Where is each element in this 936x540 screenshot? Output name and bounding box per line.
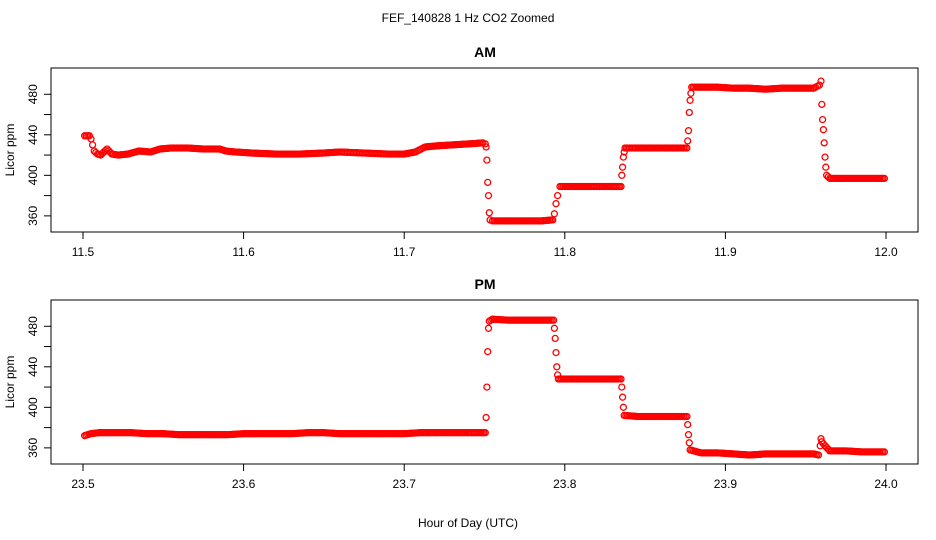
am-data-point [818, 115, 827, 124]
pm-data-point [552, 348, 560, 357]
pm-y-tick-label: 440 [26, 356, 40, 376]
pm-data-point [879, 448, 887, 456]
pm-x-tick-label: 23.6 [232, 477, 256, 491]
x-axis-label: Hour of Day (UTC) [418, 516, 518, 530]
am-data-point [482, 143, 490, 151]
am-data-point [819, 126, 828, 134]
pm-y-axis-label: Licor ppm [3, 356, 17, 409]
am-data-point [145, 148, 153, 156]
am-x-tick-label: 11.8 [554, 245, 577, 259]
pm-data-point [681, 412, 689, 421]
am-data-point [105, 147, 113, 155]
pm-data-point [618, 393, 627, 401]
am-data-point [684, 127, 693, 135]
am-data-point [550, 210, 559, 218]
pm-x-tick-label: 23.8 [553, 477, 577, 491]
am-data-point [484, 178, 492, 187]
am-data-point [485, 209, 493, 217]
pm-panel-title: PM [475, 276, 496, 292]
am-data-point [477, 139, 485, 147]
am-data-point [684, 137, 692, 145]
am-data-point [687, 89, 695, 97]
pm-x-tick-label: 23.7 [393, 477, 417, 491]
pm-data-point [684, 420, 692, 429]
am-y-tick-label: 480 [26, 84, 40, 104]
am-data-point [619, 153, 628, 161]
pm-data-points [80, 315, 889, 459]
am-data-point [618, 171, 626, 179]
am-data-point [817, 77, 825, 85]
am-x-ticks: 11.5 11.6 11.7 11.8 11.9 12.0 [72, 231, 898, 259]
pm-data-point [618, 383, 626, 391]
am-x-tick-label: 11.5 [72, 245, 95, 259]
am-data-point [681, 144, 689, 152]
pm-y-tick-label: 480 [26, 316, 40, 336]
pm-y-tick-label: 400 [26, 397, 40, 417]
pm-plot-frame [50, 299, 919, 465]
pm-data-point [822, 443, 831, 452]
pm-data-point [480, 429, 488, 437]
am-data-point [214, 145, 222, 153]
pm-y-tick-label: 360 [26, 438, 40, 458]
pm-data-point [685, 439, 693, 447]
pm-data-point [615, 375, 624, 383]
pm-data-point [553, 363, 561, 371]
am-data-point [122, 150, 131, 158]
am-y-tick-label: 400 [26, 165, 40, 185]
am-data-point [685, 108, 693, 117]
am-y-ticks: 360 400 440 480 [26, 84, 52, 226]
am-data-point [818, 100, 826, 109]
pm-data-point [482, 413, 490, 422]
am-x-tick-label: 11.7 [393, 245, 416, 259]
pm-data-point [619, 403, 628, 411]
am-data-point [820, 139, 828, 147]
am-data-point [615, 182, 624, 191]
pm-data-point [483, 383, 491, 391]
am-x-tick-label: 11.6 [232, 245, 255, 259]
pm-x-tick-label: 24.0 [874, 477, 898, 491]
am-y-tick-label: 360 [26, 206, 40, 226]
am-data-point [553, 191, 562, 200]
am-data-point [483, 156, 491, 164]
pm-x-tick-label: 23.5 [71, 477, 95, 491]
am-data-point [88, 141, 97, 149]
pm-panel: PM Licor ppm 23.5 23.6 23.7 23.8 23.9 24.0 36… [3, 276, 919, 491]
am-data-point [95, 150, 103, 159]
am-data-point [547, 216, 555, 224]
am-y-axis-label: Licor ppm [3, 124, 17, 177]
pm-x-tick-label: 23.9 [714, 477, 738, 491]
am-panel: AM Licor ppm 11.5 11.6 11.7 11.8 11.9 12.0 36… [3, 44, 919, 259]
am-data-point [821, 153, 829, 161]
am-data-point [813, 82, 822, 90]
am-data-point [686, 96, 694, 104]
am-x-tick-label: 11.9 [714, 245, 737, 259]
pm-y-ticks: 360 400 440 480 [26, 316, 52, 458]
am-y-tick-label: 440 [26, 124, 40, 144]
pm-data-point [484, 347, 492, 356]
am-data-point [82, 132, 90, 140]
am-data-point [879, 174, 887, 183]
pm-data-point [550, 324, 559, 332]
am-data-point [618, 163, 627, 171]
pm-data-point [551, 334, 559, 343]
am-data-points [80, 77, 889, 225]
figure-title: FEF_140828 1 Hz CO2 Zoomed [382, 11, 555, 25]
pm-data-point [813, 450, 821, 459]
pm-data-point [484, 324, 493, 332]
am-x-tick-label: 12.0 [874, 245, 898, 259]
pm-data-point [684, 431, 693, 439]
am-data-point [552, 200, 560, 208]
am-data-point [822, 163, 830, 171]
am-data-point [484, 191, 493, 200]
pm-data-point [808, 450, 816, 458]
pm-data-point [548, 316, 556, 324]
pm-x-ticks: 23.5 23.6 23.7 23.8 23.9 24.0 [71, 463, 898, 491]
am-panel-title: AM [474, 44, 496, 60]
